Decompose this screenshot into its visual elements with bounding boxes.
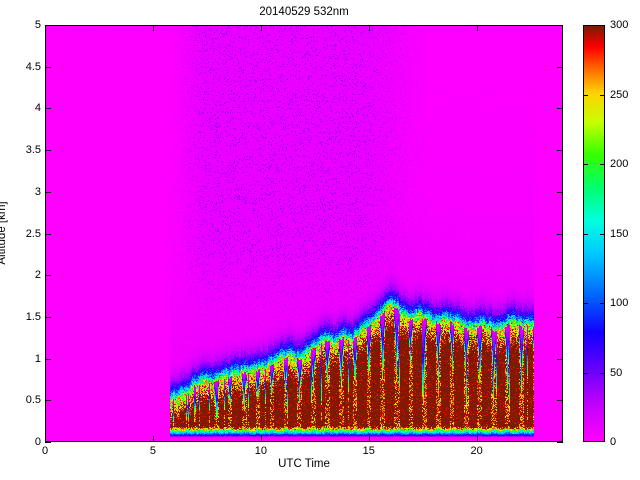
- y-tick-label: 3: [34, 185, 41, 198]
- y-tick-label: 1: [34, 352, 41, 365]
- y-tick-label: 4.5: [25, 60, 41, 73]
- colorbar-tick-label: 250: [610, 88, 629, 101]
- backscatter-heatmap: [46, 26, 562, 441]
- colorbar-gradient: [584, 26, 604, 441]
- x-tick-label: 10: [254, 445, 267, 457]
- y-axis-title: Altitude [km]: [0, 201, 8, 265]
- y-tick-label: 0.5: [25, 394, 41, 407]
- y-tick-label: 3.5: [25, 144, 41, 157]
- y-tick-label: 4: [34, 102, 41, 115]
- y-tick-label: 5: [34, 19, 41, 31]
- page-title: 20140529 532nm: [259, 6, 349, 18]
- colorbar: [583, 25, 605, 442]
- y-tick-label: 2: [34, 269, 41, 282]
- colorbar-tick-label: 200: [610, 158, 629, 170]
- colorbar-tick-label: 100: [610, 297, 629, 309]
- x-axis-title: UTC Time: [278, 458, 330, 470]
- y-tick-label: 0: [34, 436, 41, 448]
- x-tick-label: 5: [149, 445, 156, 457]
- y-tick-mark: [557, 442, 563, 443]
- y-tick-label: 2.5: [25, 227, 41, 240]
- colorbar-tick-label: 50: [610, 366, 623, 379]
- x-tick-label: 0: [41, 445, 49, 457]
- y-tick-mark: [45, 442, 51, 443]
- y-tick-label: 1.5: [25, 310, 41, 323]
- x-tick-label: 15: [362, 445, 375, 457]
- x-tick-label: 20: [470, 445, 483, 457]
- colorbar-tick-label: 300: [610, 19, 629, 31]
- plot-axes: [45, 25, 563, 442]
- colorbar-tick-label: 0: [610, 436, 617, 448]
- colorbar-tick-label: 150: [610, 227, 629, 240]
